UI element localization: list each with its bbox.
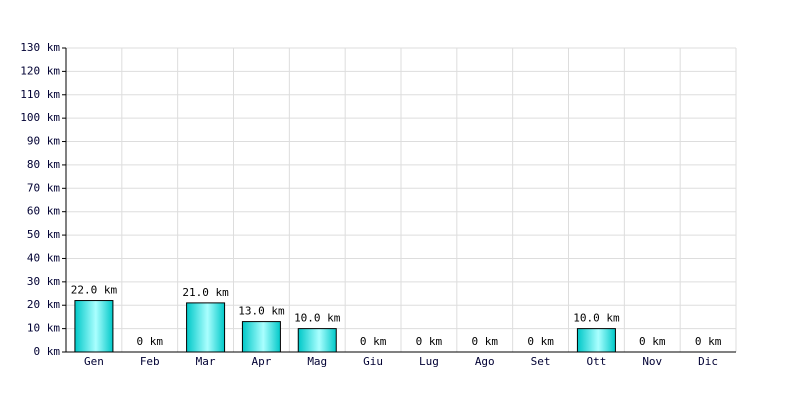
bar bbox=[297, 328, 337, 353]
value-label: 13.0 km bbox=[238, 305, 285, 318]
y-tick-label: 120 km bbox=[20, 64, 60, 77]
y-tick-label: 40 km bbox=[27, 251, 60, 264]
bar bbox=[241, 321, 281, 353]
x-tick-label: Nov bbox=[642, 355, 662, 368]
x-tick-label: Mar bbox=[196, 355, 216, 368]
value-label: 10.0 km bbox=[294, 312, 341, 325]
y-tick-label: 110 km bbox=[20, 88, 60, 101]
x-tick-label: Mag bbox=[307, 355, 327, 368]
x-tick-label: Ott bbox=[586, 355, 606, 368]
x-tick-label: Apr bbox=[251, 355, 271, 368]
value-label: 0 km bbox=[137, 335, 164, 348]
bar bbox=[74, 300, 114, 353]
x-tick-label: Dic bbox=[698, 355, 718, 368]
y-tick-label: 10 km bbox=[27, 322, 60, 335]
x-tick-label: Set bbox=[531, 355, 551, 368]
value-label: 0 km bbox=[695, 335, 722, 348]
y-tick-label: 100 km bbox=[20, 111, 60, 124]
y-tick-label: 20 km bbox=[27, 298, 60, 311]
value-label: 0 km bbox=[360, 335, 387, 348]
y-tick-label: 90 km bbox=[27, 135, 60, 148]
value-label: 10.0 km bbox=[573, 312, 620, 325]
value-label: 0 km bbox=[639, 335, 666, 348]
y-tick-label: 130 km bbox=[20, 41, 60, 54]
value-label: 0 km bbox=[527, 335, 554, 348]
x-tick-label: Lug bbox=[419, 355, 439, 368]
value-label: 22.0 km bbox=[71, 284, 118, 297]
y-tick-label: 60 km bbox=[27, 205, 60, 218]
y-tick-label: 30 km bbox=[27, 275, 60, 288]
x-tick-label: Giu bbox=[363, 355, 383, 368]
x-tick-label: Feb bbox=[140, 355, 160, 368]
x-tick-label: Ago bbox=[475, 355, 495, 368]
y-tick-label: 80 km bbox=[27, 158, 60, 171]
value-label: 0 km bbox=[472, 335, 499, 348]
y-tick-label: 50 km bbox=[27, 228, 60, 241]
value-label: 0 km bbox=[416, 335, 443, 348]
y-tick-label: 70 km bbox=[27, 181, 60, 194]
y-tick-label: 0 km bbox=[34, 345, 61, 358]
value-label: 21.0 km bbox=[182, 286, 229, 299]
bar bbox=[186, 302, 226, 353]
x-tick-label: Gen bbox=[84, 355, 104, 368]
bar bbox=[576, 328, 616, 353]
